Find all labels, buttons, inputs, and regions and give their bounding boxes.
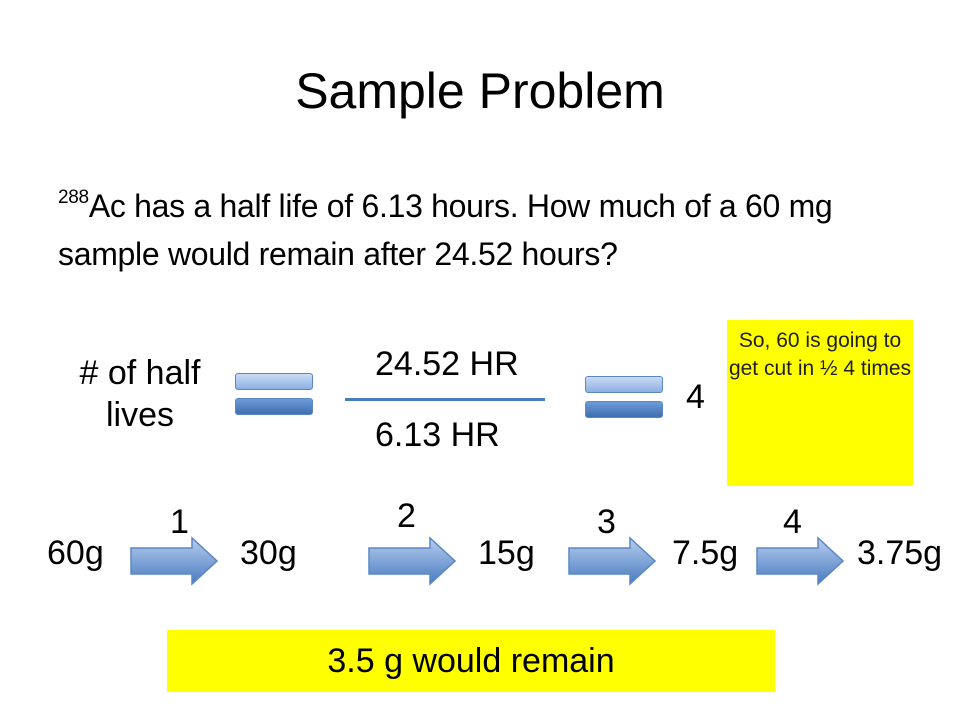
step-number-3: 3 [597,503,616,541]
arrow-right-icon [130,536,218,586]
arrow-right-icon [756,536,844,586]
answer-box: 3.5 g would remain [167,630,775,692]
amount-0: 60g [47,534,104,572]
arrow-right-icon [368,536,456,586]
fraction-denominator: 6.13 HR [375,416,500,454]
half-lives-label-line1: # of half [79,354,201,392]
problem-text: Ac has a half life of 6.13 hours. How mu… [58,188,833,272]
equals-sign-icon [235,373,313,417]
half-lives-result: 4 [686,378,705,416]
amount-1: 30g [240,534,297,572]
arrow-right-icon [568,536,656,586]
fraction-numerator: 24.52 HR [375,345,519,383]
amount-4: 3.75g [857,534,943,572]
step-number-1: 1 [170,503,189,541]
amount-3: 7.5g [672,534,739,572]
slide-title: Sample Problem [295,63,665,119]
half-lives-label: # of half lives [50,352,230,436]
equals-sign-icon [585,376,663,420]
step-number-4: 4 [783,503,802,541]
isotope-mass-number: 288 [58,187,89,208]
problem-statement: 288Ac has a half life of 6.13 hours. How… [58,182,898,278]
step-number-2: 2 [397,497,416,535]
amount-2: 15g [478,534,535,572]
fraction-bar [345,398,545,401]
explanation-note: So, 60 is going to get cut in ½ 4 times [727,320,913,486]
half-lives-label-line2: lives [105,396,175,434]
